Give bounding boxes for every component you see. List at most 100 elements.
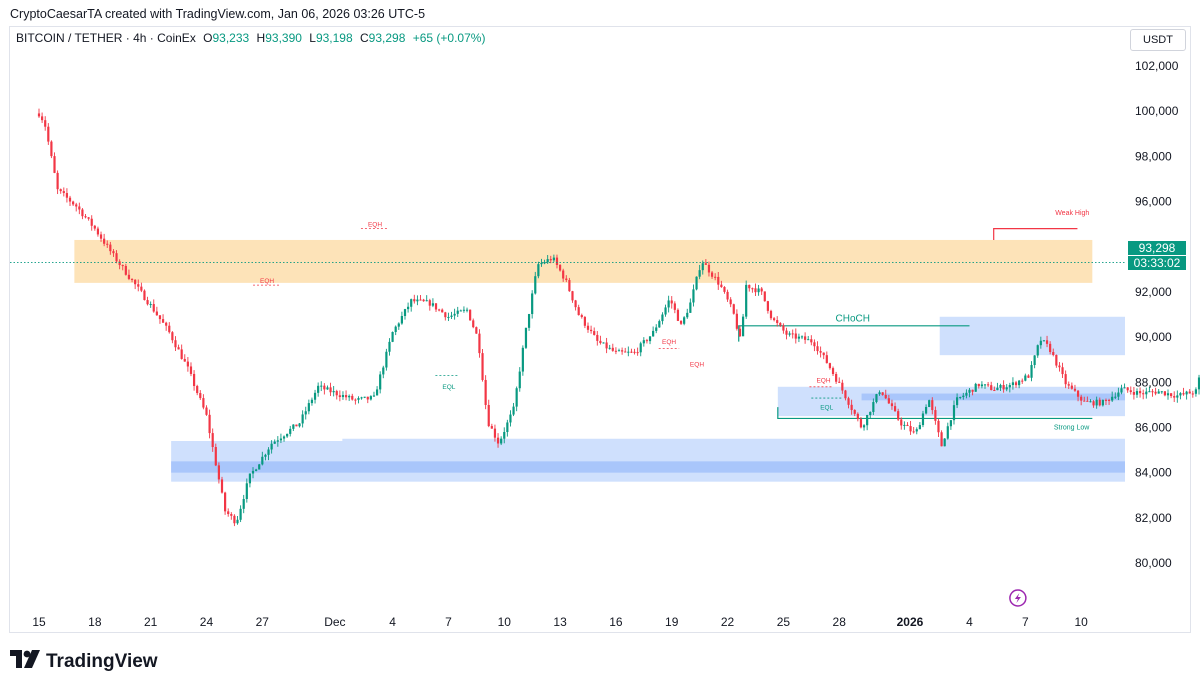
candle-body bbox=[884, 394, 887, 399]
candle-body bbox=[65, 193, 69, 198]
candle-body bbox=[655, 327, 658, 331]
candle-body bbox=[893, 406, 897, 412]
candle-body bbox=[372, 395, 376, 397]
candle-body bbox=[180, 349, 183, 359]
candle-body bbox=[859, 419, 863, 428]
candle-body bbox=[354, 399, 357, 401]
candle-body bbox=[1033, 355, 1036, 366]
candle-body bbox=[62, 191, 65, 194]
candle-body bbox=[506, 422, 509, 433]
candle-body bbox=[1061, 367, 1064, 375]
tradingview-logo[interactable]: TradingView bbox=[10, 650, 158, 674]
candle-body bbox=[531, 293, 534, 315]
candle-body bbox=[276, 440, 279, 442]
candle-body bbox=[735, 313, 738, 329]
candle-body bbox=[251, 470, 255, 474]
candle-body bbox=[41, 116, 44, 121]
candle-body bbox=[1132, 392, 1135, 395]
candle-body bbox=[686, 312, 689, 318]
chart-author-line: CryptoCaesarTA created with TradingView.… bbox=[10, 7, 426, 21]
x-axis-tick-label: 10 bbox=[1074, 615, 1088, 629]
candle-body bbox=[317, 385, 320, 393]
candle-body bbox=[791, 333, 794, 335]
candle-body bbox=[1058, 365, 1061, 368]
y-axis-tick-label: 80,000 bbox=[1135, 556, 1172, 570]
candle-body bbox=[419, 299, 422, 301]
countdown-tag: 03:33:02 bbox=[1128, 256, 1186, 270]
candle-body bbox=[447, 316, 450, 318]
candle-body bbox=[937, 420, 940, 433]
candle-body bbox=[428, 300, 431, 306]
x-axis-tick-label: 10 bbox=[498, 615, 512, 629]
candle-body bbox=[1005, 387, 1008, 390]
x-axis-tick-label: 27 bbox=[256, 615, 270, 629]
candle-body bbox=[1008, 385, 1011, 388]
candle-body bbox=[602, 342, 605, 344]
x-axis-tick-label: 16 bbox=[609, 615, 623, 629]
y-axis-tick-label: 102,000 bbox=[1135, 59, 1179, 73]
candle-body bbox=[1117, 392, 1120, 397]
candle-body bbox=[906, 424, 909, 427]
candle-body bbox=[465, 309, 469, 311]
candle-body bbox=[639, 343, 642, 353]
candle-body bbox=[1173, 396, 1176, 398]
high-label: H bbox=[256, 31, 266, 45]
candle-body bbox=[313, 392, 317, 400]
candle-body bbox=[683, 317, 686, 324]
annotation-label: EQH bbox=[690, 361, 704, 368]
candle-body bbox=[68, 197, 72, 202]
candle-body bbox=[1191, 393, 1194, 395]
candle-body bbox=[459, 310, 462, 312]
candle-body bbox=[673, 303, 676, 310]
candle-body bbox=[614, 350, 618, 352]
candle-body bbox=[140, 286, 143, 291]
candle-body bbox=[438, 309, 441, 311]
candle-body bbox=[850, 404, 853, 411]
candle-body bbox=[909, 426, 912, 432]
candle-body bbox=[887, 398, 890, 404]
candle-body bbox=[96, 228, 100, 235]
candle-body bbox=[512, 406, 515, 415]
candle-body bbox=[503, 432, 506, 439]
candle-body bbox=[698, 270, 701, 277]
candle-body bbox=[552, 257, 555, 261]
candle-body bbox=[1045, 340, 1049, 344]
candle-body bbox=[1138, 391, 1142, 394]
candle-body bbox=[518, 371, 521, 389]
candle-body bbox=[571, 291, 574, 301]
candle-body bbox=[348, 395, 351, 398]
candle-body bbox=[1142, 393, 1145, 395]
candle-body bbox=[1002, 384, 1005, 390]
candle-body bbox=[456, 310, 459, 314]
candle-body bbox=[1089, 401, 1092, 403]
candle-body bbox=[797, 336, 801, 339]
candle-body bbox=[940, 432, 943, 447]
candle-body bbox=[965, 392, 968, 396]
candle-body bbox=[1039, 340, 1042, 346]
symbol-name[interactable]: BITCOIN / TETHER · 4h · CoinEx bbox=[16, 31, 196, 45]
y-axis-tick-label: 86,000 bbox=[1135, 420, 1172, 434]
candle-body bbox=[134, 279, 137, 285]
demand-zone-upper bbox=[939, 316, 1125, 356]
candle-body bbox=[918, 425, 921, 430]
candle-body bbox=[707, 264, 711, 273]
candle-body bbox=[183, 358, 186, 362]
candle-body bbox=[478, 333, 481, 354]
annotation-label: EQH bbox=[368, 221, 382, 228]
currency-button[interactable]: USDT bbox=[1130, 29, 1186, 51]
candle-body bbox=[155, 311, 158, 316]
candle-body bbox=[980, 384, 984, 387]
strong-low-label: Strong Low bbox=[1054, 425, 1090, 432]
candle-body bbox=[174, 340, 177, 348]
candle-body bbox=[658, 321, 661, 328]
candle-body bbox=[1021, 380, 1024, 382]
candle-body bbox=[760, 288, 763, 292]
candle-body bbox=[158, 315, 162, 320]
candle-body bbox=[1076, 390, 1080, 397]
candle-body bbox=[121, 265, 124, 267]
candle-body bbox=[44, 120, 47, 127]
candle-body bbox=[400, 315, 403, 324]
candle-body bbox=[1179, 393, 1182, 396]
candle-body bbox=[87, 217, 90, 219]
